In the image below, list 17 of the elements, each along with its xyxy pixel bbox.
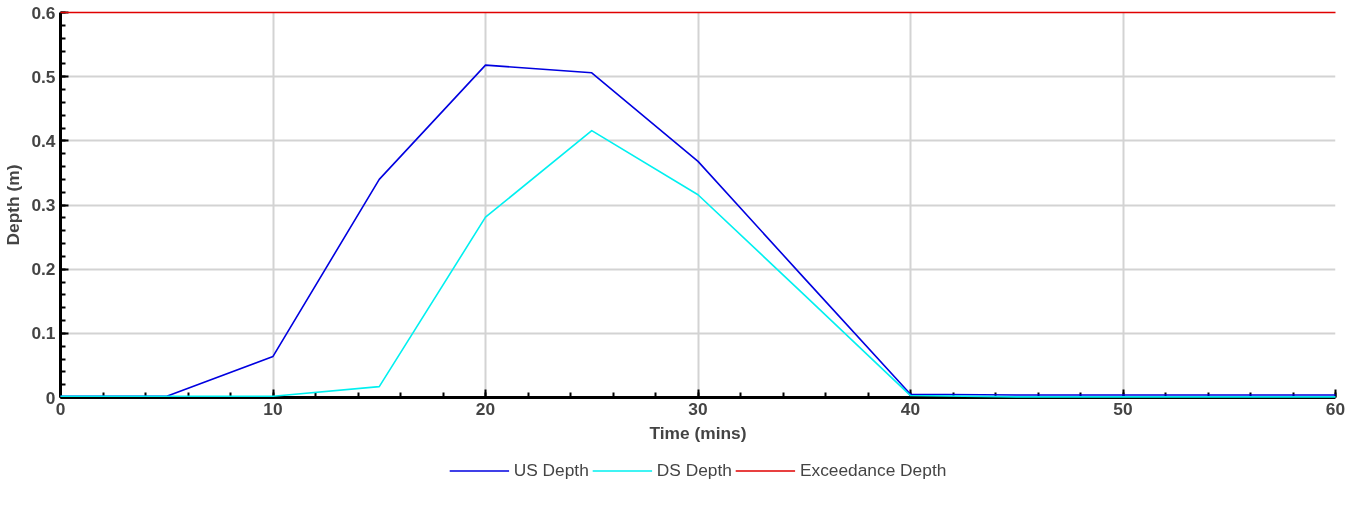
y-tick-label: 0.4 [31, 130, 56, 151]
x-tick-label: 20 [475, 398, 496, 419]
y-tick-label: 0.6 [31, 2, 56, 23]
legend-label: US Depth [513, 459, 589, 481]
x-tick-label: 30 [688, 398, 708, 419]
x-tick-label: 50 [1113, 398, 1133, 419]
legend-label: Exceedance Depth [799, 459, 947, 481]
y-tick-label: 0.2 [31, 259, 56, 280]
x-axis-title: Time (mins) [649, 422, 747, 443]
x-tick-label: 10 [263, 398, 283, 419]
legend-label: DS Depth [656, 459, 732, 481]
y-tick-label: 0.1 [31, 323, 56, 344]
y-axis-title: Depth (m) [3, 164, 24, 246]
x-tick-label: 40 [900, 398, 921, 419]
y-tick-label: 0.5 [31, 66, 56, 87]
x-tick-label: 60 [1325, 398, 1346, 419]
y-tick-label: 0.3 [31, 195, 56, 215]
